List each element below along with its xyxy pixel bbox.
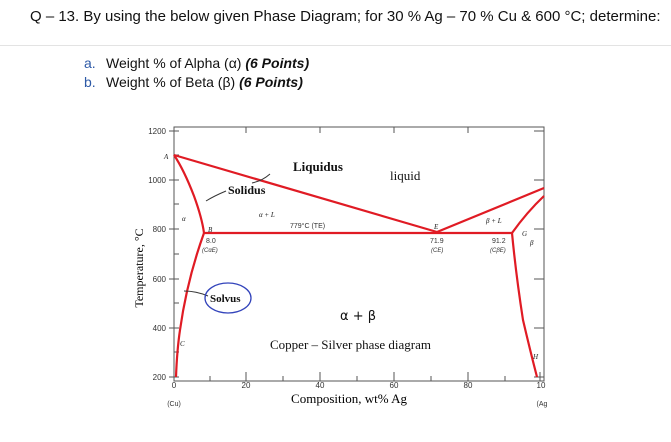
beta-liquid-label: β + L [485, 217, 502, 225]
divider [0, 45, 671, 46]
point-label-b: B [208, 226, 213, 234]
y-tick-label: 1000 [148, 176, 166, 185]
solvus-line-beta [510, 232, 539, 378]
question-items: a. Weight % of Alpha (α) (6 Points) b. Wei… [84, 55, 309, 93]
x-tick-label: 0 [172, 381, 177, 390]
item-points: (6 Points) [239, 74, 303, 90]
solvus-line-alpha [174, 232, 206, 378]
eutectic-comp-sub: (CE) [431, 248, 443, 254]
liquidus-line-left [173, 153, 438, 234]
beta-label: β [529, 239, 534, 247]
x-end-label-left: (Cu) [167, 401, 181, 408]
y-tick-label: 400 [153, 324, 167, 333]
liquid-label: liquid [390, 168, 421, 183]
solvus-circle [204, 282, 252, 314]
x-tick-label: 80 [464, 381, 473, 390]
liquidus-label: Liquidus [293, 159, 343, 174]
question-item-a: a. Weight % of Alpha (α) (6 Points) [84, 55, 309, 74]
item-text: Weight % of Beta (β) [106, 74, 240, 90]
alpha-beta-label: α + β [340, 309, 376, 324]
point-label-h: H [532, 353, 539, 361]
solvus-label: Solvus [210, 293, 241, 305]
point-label-c: C [180, 340, 185, 348]
alpha-comp-sub: (CαE) [202, 248, 218, 254]
x-tick-label: 40 [316, 381, 325, 390]
point-label-a: A [163, 153, 169, 161]
y-tick-label: 800 [153, 225, 167, 234]
item-marker: a. [84, 55, 96, 71]
phase-boundaries [173, 153, 545, 378]
y-tick-marks [169, 130, 179, 378]
point-label-g: G [522, 230, 527, 238]
y-tick-label: 1200 [148, 127, 166, 136]
beta-comp-label: 91.2 [492, 238, 506, 245]
solidus-label: Solidus [228, 183, 266, 197]
alpha-liquid-label: α + L [259, 211, 275, 219]
item-text: Weight % of Alpha (α) [106, 55, 246, 71]
x-tick-label: 60 [390, 381, 399, 390]
alpha-label: α [182, 215, 186, 223]
question-title: Q – 13. By using the below given Phase D… [30, 8, 661, 25]
item-points: (6 Points) [245, 55, 310, 71]
solidus-pointer [205, 190, 227, 202]
x-tick-marks [173, 127, 541, 381]
alpha-comp-label: 8.0 [206, 238, 216, 245]
x-axis-title: Composition, wt% Ag [291, 391, 407, 406]
y-axis-title: Temperature, °C [132, 228, 146, 307]
item-marker: b. [84, 74, 96, 90]
x-tick-label: 20 [242, 381, 251, 390]
eutectic-comp-label: 71.9 [430, 238, 444, 245]
solidus-line-beta [511, 195, 545, 234]
eutectic-temp-label: 779°C (TE) [290, 222, 325, 230]
y-tick-label: 200 [153, 373, 167, 382]
liquidus-line-right [436, 186, 545, 234]
beta-comp-sub: (CβE) [490, 248, 506, 254]
diagram-title: Copper – Silver phase diagram [270, 337, 431, 352]
y-tick-label: 600 [153, 275, 167, 284]
x-tick-label: 10 [537, 381, 546, 390]
question-item-b: b. Weight % of Beta (β) (6 Points) [84, 74, 309, 93]
right-tick-marks [534, 130, 544, 378]
solidus-line-alpha [173, 154, 206, 234]
point-label-e: E [433, 223, 439, 231]
liquidus-pointer [251, 173, 271, 184]
x-end-label-right: (Ag [537, 401, 548, 408]
